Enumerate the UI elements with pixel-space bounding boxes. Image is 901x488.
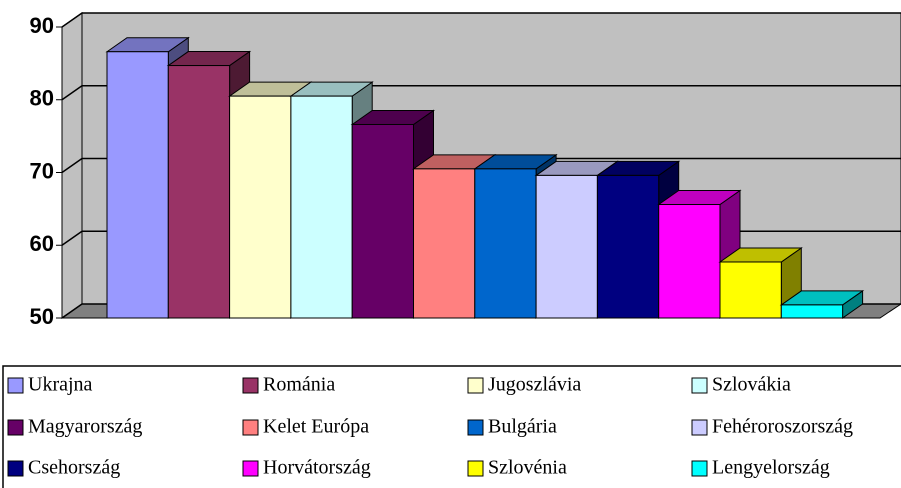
bar — [658, 204, 721, 319]
legend-label: Csehország — [28, 457, 120, 479]
legend-label: Szlovákia — [712, 374, 791, 396]
legend-swatch — [7, 419, 24, 436]
y-tick-label: 70 — [30, 158, 54, 183]
grid-line — [61, 157, 901, 174]
y-tick-label: 80 — [30, 86, 54, 111]
legend-swatch — [242, 377, 259, 394]
legend-label: Szlovénia — [488, 457, 567, 479]
legend-label: Horvátország — [263, 457, 371, 479]
bar — [719, 261, 782, 319]
legend-swatch — [242, 460, 259, 477]
bar — [535, 174, 598, 319]
bar — [106, 51, 169, 319]
bar — [229, 95, 292, 319]
legend-label: Ukrajna — [28, 374, 93, 396]
legend-swatch — [691, 419, 708, 436]
legend-label: Fehéroroszország — [712, 416, 853, 438]
bar — [351, 123, 415, 319]
bar — [167, 65, 231, 319]
y-tick-label: 60 — [30, 231, 54, 256]
legend-label: Bulgária — [488, 416, 557, 438]
legend-label: Jugoszlávia — [488, 374, 581, 396]
legend-swatch — [242, 419, 259, 436]
legend-swatch — [467, 377, 484, 394]
bar — [290, 95, 353, 319]
grid-line — [61, 85, 901, 101]
grid-line — [61, 12, 901, 28]
y-tick-label: 90 — [30, 13, 54, 38]
legend-swatch — [691, 460, 708, 477]
legend-label: Kelet Európa — [263, 416, 369, 438]
legend-label: Románia — [263, 374, 335, 396]
bar — [780, 304, 844, 319]
legend-box — [2, 365, 901, 488]
legend-swatch — [7, 460, 24, 477]
bar — [596, 174, 660, 319]
legend-swatch — [691, 377, 708, 394]
legend-label: Magyarország — [28, 416, 142, 438]
legend-swatch — [467, 419, 484, 436]
legend-swatch — [7, 377, 24, 394]
legend-label: Lengyelország — [712, 457, 830, 479]
legend-swatch — [467, 460, 484, 477]
bar — [474, 168, 537, 319]
bar — [413, 168, 476, 319]
y-tick-label: 50 — [30, 304, 54, 329]
